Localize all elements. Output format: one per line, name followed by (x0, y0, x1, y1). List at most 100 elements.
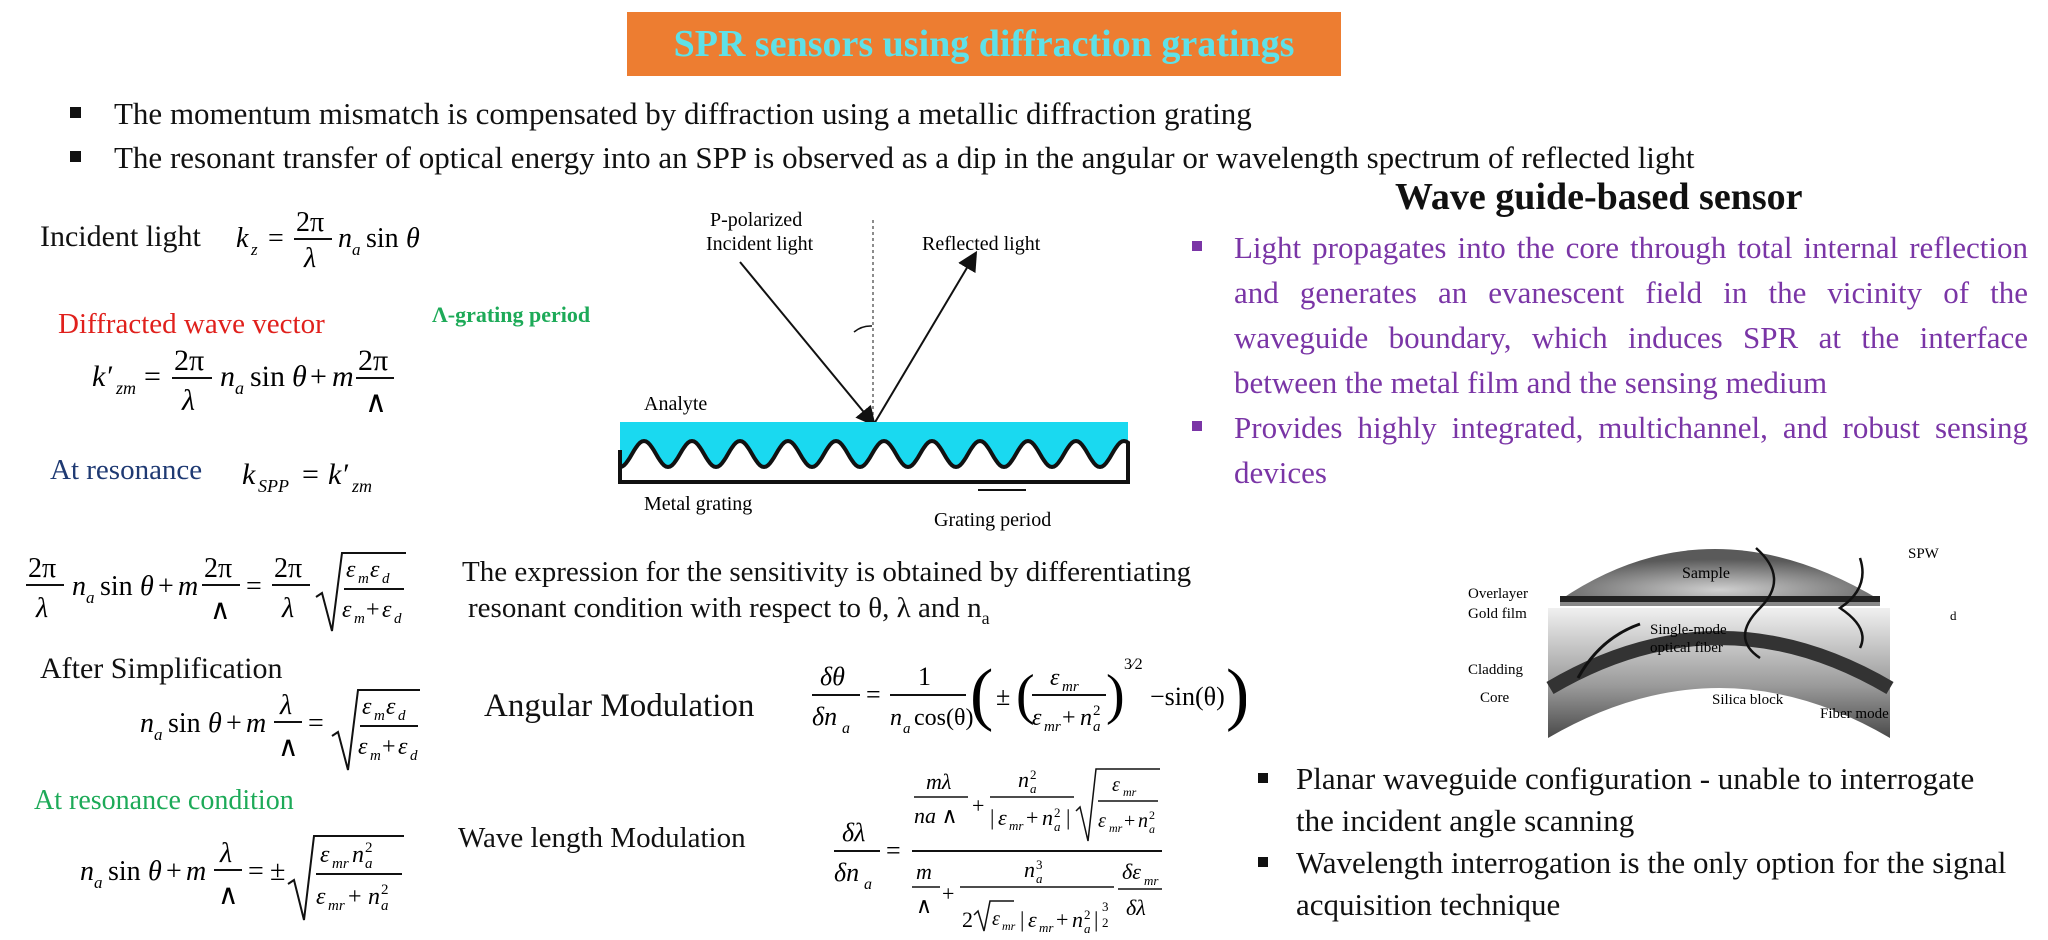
svg-text:n: n (338, 223, 352, 254)
svg-text:+: + (942, 881, 954, 906)
svg-text:|: | (990, 805, 994, 830)
svg-text:±: ± (270, 856, 285, 887)
svg-text:∧: ∧ (218, 880, 239, 911)
svg-text:a: a (903, 721, 911, 737)
svg-text:λ: λ (35, 593, 48, 624)
svg-text:a: a (1084, 921, 1091, 936)
sensitivity-line-2: resonant condition with respect to θ, λ … (462, 590, 1191, 636)
svg-text:∧: ∧ (210, 595, 231, 626)
svg-text:n: n (80, 856, 94, 887)
svg-text:cos(θ): cos(θ) (914, 705, 973, 731)
svg-text:2π: 2π (296, 207, 324, 238)
svg-text:k′: k′ (328, 458, 348, 491)
gold-film (1560, 596, 1880, 602)
svg-text:mr: mr (1044, 719, 1061, 735)
svg-text:a: a (842, 720, 850, 737)
bullet-square (1258, 773, 1268, 783)
analyte-label: Analyte (644, 393, 707, 415)
svg-text:sin: sin (108, 856, 141, 887)
svg-text:+: + (226, 708, 242, 739)
svg-text:mr: mr (1009, 818, 1024, 833)
p-polarized-label: P-polarized (710, 209, 802, 231)
svg-text:mr: mr (1062, 679, 1079, 695)
wavelength-modulation-label: Wave length Modulation (458, 822, 746, 854)
svg-text:2: 2 (381, 882, 389, 898)
fig-overlayer: Overlayer (1468, 586, 1528, 602)
svg-text:θ: θ (148, 856, 162, 887)
svg-text:2: 2 (1149, 808, 1155, 822)
svg-text:2π: 2π (174, 344, 204, 377)
svg-text:θ: θ (208, 708, 222, 739)
svg-text:ε: ε (386, 694, 396, 720)
svg-text:2π: 2π (28, 553, 56, 584)
waveguide-figure: Sample SPW Overlayer Gold film Single-mo… (1468, 546, 1957, 738)
svg-text:m: m (358, 571, 369, 587)
fig-cladding: Cladding (1468, 662, 1523, 678)
svg-text:m: m (186, 856, 206, 887)
svg-text:=: = (308, 708, 324, 739)
svg-text:2: 2 (1084, 907, 1091, 922)
core-arrow-curve (1576, 622, 1641, 679)
svg-text:=: = (248, 856, 264, 887)
svg-text:=: = (866, 680, 881, 709)
svg-text:=: = (144, 360, 161, 393)
svg-text:n: n (1042, 805, 1053, 830)
svg-text:a: a (86, 588, 95, 607)
svg-text:+: + (158, 571, 174, 602)
diffracted-wave-label: Diffracted wave vector (58, 308, 325, 340)
svg-text:λ: λ (281, 593, 294, 624)
incident-light-diagram-label: Incident light (706, 233, 814, 255)
svg-text:+: + (382, 734, 396, 760)
svg-text:ε: ε (346, 557, 356, 583)
metal-grating-surface (618, 438, 1130, 484)
svg-text:n: n (140, 708, 154, 739)
bullet-square (1192, 241, 1202, 251)
svg-text:+: + (366, 597, 380, 623)
svg-text:a: a (1093, 719, 1101, 735)
svg-text:n: n (1024, 857, 1035, 882)
svg-text:mr: mr (1002, 919, 1016, 933)
svg-text:=: = (246, 571, 262, 602)
svg-text:2: 2 (962, 907, 973, 932)
svg-text:λ: λ (219, 838, 232, 869)
bullet-text: The resonant transfer of optical energy … (114, 140, 1695, 175)
svg-text:+: + (166, 856, 182, 887)
svg-text:m: m (354, 611, 365, 627)
incident-ray (739, 261, 876, 427)
svg-text:ε: ε (382, 597, 392, 623)
fig-single-mode: Single-mode (1650, 622, 1727, 638)
svg-text:+: + (348, 884, 362, 910)
svg-text:na ∧: na ∧ (914, 803, 958, 828)
reflected-ray (873, 250, 978, 425)
svg-text:ε: ε (342, 597, 352, 623)
svg-text:δn: δn (834, 858, 859, 887)
svg-text:sin: sin (250, 360, 285, 393)
planar-list: Planar waveguide configuration - unable … (1258, 758, 2018, 926)
svg-text:=: = (886, 836, 901, 865)
svg-text:δλ: δλ (1126, 895, 1146, 920)
svg-text:θ: θ (406, 223, 420, 254)
waveguide-item-text: Light propagates into the core through t… (1234, 230, 2028, 400)
fig-sample: Sample (1682, 565, 1730, 582)
svg-text:sin: sin (366, 223, 399, 254)
svg-text:a: a (365, 856, 373, 872)
svg-text:ε: ε (320, 842, 330, 868)
svg-text:+: + (310, 360, 327, 393)
svg-text:3: 3 (1036, 857, 1043, 872)
svg-text:δλ: δλ (842, 818, 865, 847)
svg-text:2π: 2π (358, 344, 388, 377)
sample-dome (1560, 549, 1880, 600)
svg-text:ε: ε (1050, 665, 1060, 691)
svg-text:2: 2 (1030, 767, 1037, 782)
svg-text:z: z (250, 240, 258, 259)
waveguide-list: Light propagates into the core through t… (1192, 225, 2028, 495)
svg-text:d: d (382, 571, 390, 587)
eq-resonance-condition: n a sin θ + m λ ∧ = ± ε mr n 2 a ε mr + … (80, 835, 404, 921)
sensitivity-line-1: The expression for the sensitivity is ob… (462, 556, 1192, 588)
svg-text:sin: sin (100, 571, 133, 602)
svg-text:ε: ε (1032, 705, 1042, 731)
incident-light-label: Incident light (40, 220, 201, 253)
svg-text:(: ( (1016, 664, 1035, 726)
svg-text:m: m (370, 748, 381, 764)
svg-text:n: n (368, 884, 380, 910)
